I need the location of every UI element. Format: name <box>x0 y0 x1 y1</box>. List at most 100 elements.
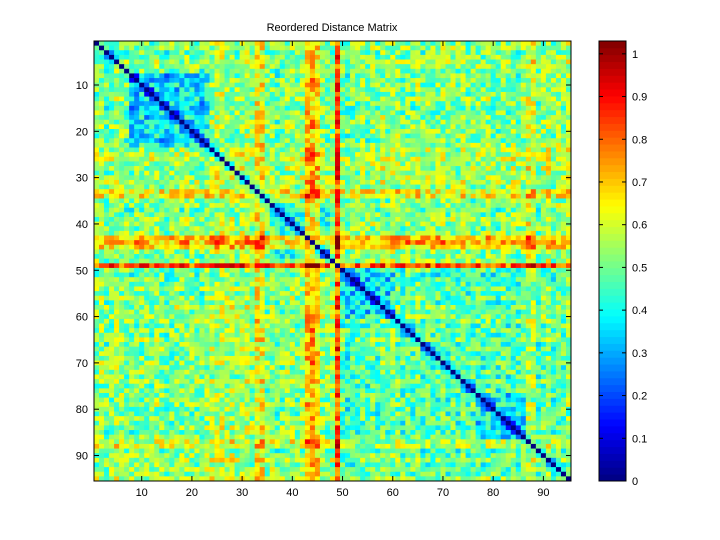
heatmap-cell <box>209 170 215 176</box>
heatmap-cell <box>510 258 517 264</box>
heatmap-cell <box>209 207 215 213</box>
heatmap-cell <box>119 101 125 107</box>
heatmap-cell <box>375 64 381 70</box>
heatmap-cell <box>345 235 351 241</box>
heatmap-cell <box>279 96 286 102</box>
heatmap-cell <box>224 254 230 260</box>
heatmap-cell <box>345 156 351 162</box>
heatmap-cell <box>515 59 522 65</box>
heatmap-cell <box>239 249 246 255</box>
heatmap-cell <box>174 133 180 139</box>
heatmap-cell <box>169 78 175 84</box>
heatmap-cell <box>109 254 115 260</box>
heatmap-cell <box>380 50 386 56</box>
heatmap-cell <box>345 78 351 84</box>
heatmap-cell <box>164 105 170 111</box>
heatmap-cell <box>425 272 431 278</box>
heatmap-cell <box>109 217 115 223</box>
heatmap-cell <box>304 235 311 241</box>
heatmap-cell <box>144 64 150 70</box>
heatmap-cell <box>324 91 331 97</box>
heatmap-cell <box>289 96 296 102</box>
heatmap-cell <box>194 254 200 260</box>
heatmap-cell <box>510 50 517 56</box>
heatmap-cell <box>304 244 311 250</box>
heatmap-cell <box>264 272 271 278</box>
heatmap-cell <box>129 54 135 60</box>
heatmap-cell <box>405 110 411 116</box>
heatmap-cell <box>490 152 497 158</box>
heatmap-cell <box>279 277 286 283</box>
heatmap-cell <box>415 179 421 185</box>
heatmap-cell <box>415 152 421 158</box>
heatmap-cell <box>355 101 361 107</box>
heatmap-cell <box>505 129 512 135</box>
heatmap-cell <box>545 110 552 116</box>
heatmap-cell <box>500 101 507 107</box>
heatmap-cell <box>264 179 271 185</box>
heatmap-cell <box>555 230 562 236</box>
heatmap-cell <box>314 203 321 209</box>
heatmap-cell <box>204 267 210 273</box>
heatmap-cell <box>244 281 251 287</box>
heatmap-cell <box>435 96 441 102</box>
heatmap-cell <box>279 87 286 93</box>
heatmap-cell <box>370 87 376 93</box>
heatmap-cell <box>209 59 215 65</box>
heatmap-cell <box>400 142 406 148</box>
heatmap-cell <box>540 258 547 264</box>
heatmap-cell <box>129 129 135 135</box>
heatmap-cell <box>229 142 235 148</box>
heatmap-cell <box>470 68 476 74</box>
heatmap-cell <box>164 263 170 269</box>
heatmap-cell <box>204 73 210 79</box>
heatmap-cell <box>470 124 476 130</box>
heatmap-cell <box>269 221 276 227</box>
heatmap-cell <box>179 244 185 250</box>
heatmap-cell <box>269 50 276 56</box>
heatmap-cell <box>430 87 436 93</box>
heatmap-cell <box>99 249 105 255</box>
heatmap-cell <box>400 240 406 246</box>
heatmap-cell <box>525 129 532 135</box>
heatmap-cell <box>254 226 261 232</box>
heatmap-cell <box>109 82 115 88</box>
heatmap-cell <box>420 78 426 84</box>
heatmap-cell <box>370 50 376 56</box>
heatmap-cell <box>355 203 361 209</box>
heatmap-cell <box>415 235 421 241</box>
heatmap-cell <box>144 54 150 60</box>
heatmap-cell <box>345 133 351 139</box>
heatmap-cell <box>314 68 321 74</box>
heatmap-cell <box>485 226 492 232</box>
heatmap-cell <box>550 59 557 65</box>
heatmap-cell <box>329 226 336 232</box>
heatmap-cell <box>174 54 180 60</box>
heatmap-cell <box>199 272 205 278</box>
heatmap-cell <box>149 119 155 125</box>
heatmap-cell <box>129 110 135 116</box>
heatmap-cell <box>410 272 416 278</box>
heatmap-cell <box>209 166 215 172</box>
heatmap-cell <box>164 91 170 97</box>
heatmap-cell <box>355 119 361 125</box>
heatmap-cell <box>510 207 517 213</box>
heatmap-cell <box>445 226 451 232</box>
heatmap-cell <box>370 119 376 125</box>
heatmap-cell <box>279 161 286 167</box>
heatmap-cell <box>94 179 100 185</box>
heatmap-cell <box>144 189 150 195</box>
heatmap-cell <box>264 184 271 190</box>
heatmap-cell <box>149 263 155 269</box>
heatmap-cell <box>555 115 562 121</box>
heatmap-cell <box>455 54 461 60</box>
heatmap-cell <box>495 87 502 93</box>
heatmap-cell <box>184 258 190 264</box>
heatmap-cell <box>370 105 376 111</box>
heatmap-cell <box>204 101 210 107</box>
heatmap-cell <box>370 142 376 148</box>
heatmap-cell <box>440 147 446 153</box>
heatmap-cell <box>360 207 366 213</box>
heatmap-cell <box>234 184 241 190</box>
heatmap-cell <box>420 258 426 264</box>
